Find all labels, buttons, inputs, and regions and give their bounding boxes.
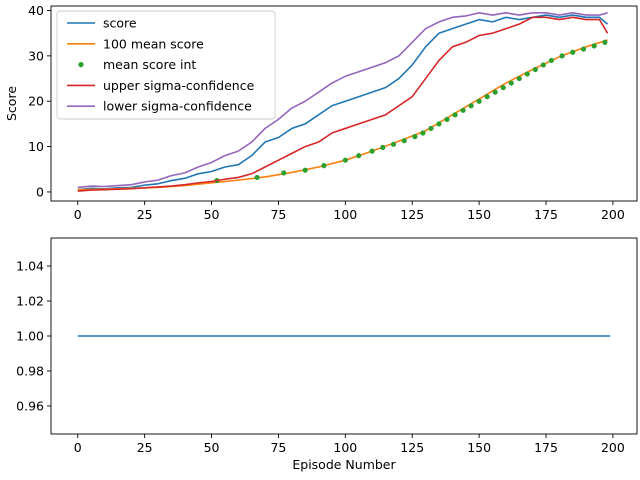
data-point — [516, 75, 522, 82]
data-point — [254, 174, 260, 181]
plot-frame — [50, 5, 638, 202]
data-point — [540, 62, 546, 68]
series-line — [77, 12, 608, 189]
data-point — [484, 94, 490, 100]
data-point — [342, 157, 348, 163]
data-point — [444, 116, 450, 122]
data-point — [559, 53, 565, 59]
x-tick-label: 25 — [137, 207, 153, 222]
data-point — [468, 103, 474, 109]
data-point — [548, 57, 554, 64]
data-point — [401, 138, 407, 144]
x-tick-label: 125 — [400, 440, 424, 455]
y-tick-label: 1.00 — [16, 329, 44, 344]
x-tick-label: 75 — [270, 207, 286, 222]
data-point — [369, 148, 375, 154]
x-tick-label: 100 — [333, 440, 357, 455]
data-point — [420, 130, 426, 136]
legend-entry: lower sigma-confidence — [103, 99, 252, 114]
x-tick-label: 0 — [74, 207, 82, 222]
y-tick-label: 0 — [36, 184, 44, 199]
data-point — [281, 170, 287, 176]
data-point — [570, 49, 576, 55]
x-tick-label: 25 — [137, 440, 153, 455]
legend-entry: upper sigma-confidence — [103, 78, 255, 93]
data-point — [492, 89, 498, 95]
data-point — [524, 71, 530, 77]
data-point — [412, 134, 418, 140]
legend-entry: 100 mean score — [103, 36, 204, 51]
y-tick-label: 1.04 — [16, 259, 44, 274]
data-point — [532, 66, 538, 73]
data-point — [302, 167, 308, 173]
data-point — [500, 85, 506, 91]
legend-box — [56, 10, 276, 120]
data-point — [602, 39, 608, 45]
data-point — [452, 112, 458, 118]
x-tick-label: 125 — [400, 207, 424, 222]
legend-entry: score — [103, 16, 137, 31]
x-tick-label: 175 — [534, 207, 558, 222]
legend: score 100 mean score mean score int upper s… — [56, 10, 276, 120]
x-tick-label: 75 — [270, 440, 286, 455]
x-tick-label: 175 — [534, 440, 558, 455]
x-tick-label: 150 — [467, 440, 491, 455]
data-point — [460, 107, 466, 113]
legend-marker — [78, 62, 84, 68]
y-tick-label: 1.02 — [16, 294, 44, 309]
y-tick-label: 40 — [28, 3, 44, 18]
x-tick-label: 200 — [601, 440, 625, 455]
x-tick-label: 50 — [204, 440, 220, 455]
data-point — [580, 46, 587, 52]
x-tick-label: 50 — [204, 207, 220, 222]
series-line — [77, 16, 609, 192]
data-point — [390, 141, 397, 147]
constant-chart: 0 25 50 75 100 125 150 175 200 0.96 0.98 1.00 1.02 1.… — [16, 237, 638, 472]
x-tick-label: 0 — [74, 440, 82, 455]
x-axis-label: Episode Number — [292, 457, 396, 472]
data-point — [356, 153, 362, 159]
x-tick-label: 200 — [601, 207, 625, 222]
data-point — [508, 80, 514, 86]
data-point — [321, 163, 327, 169]
legend-entry: mean score int — [103, 57, 196, 72]
y-tick-label: 30 — [28, 48, 44, 63]
data-point — [436, 121, 442, 127]
y-tick-label: 0.98 — [16, 364, 44, 379]
y-tick-label: 20 — [28, 94, 44, 109]
data-point — [380, 144, 386, 151]
score-chart: 0 25 50 75 100 125 150 175 200 0 10 20 30 40 Score scor… — [4, 3, 638, 222]
series-line — [77, 14, 609, 191]
y-tick-label: 10 — [28, 139, 44, 154]
data-point — [591, 43, 597, 49]
x-tick-label: 150 — [467, 207, 491, 222]
data-point — [476, 98, 482, 104]
data-point — [428, 125, 434, 132]
y-tick-label: 0.96 — [16, 399, 44, 414]
x-tick-label: 100 — [333, 207, 357, 222]
y-axis-label: Score — [4, 86, 19, 121]
